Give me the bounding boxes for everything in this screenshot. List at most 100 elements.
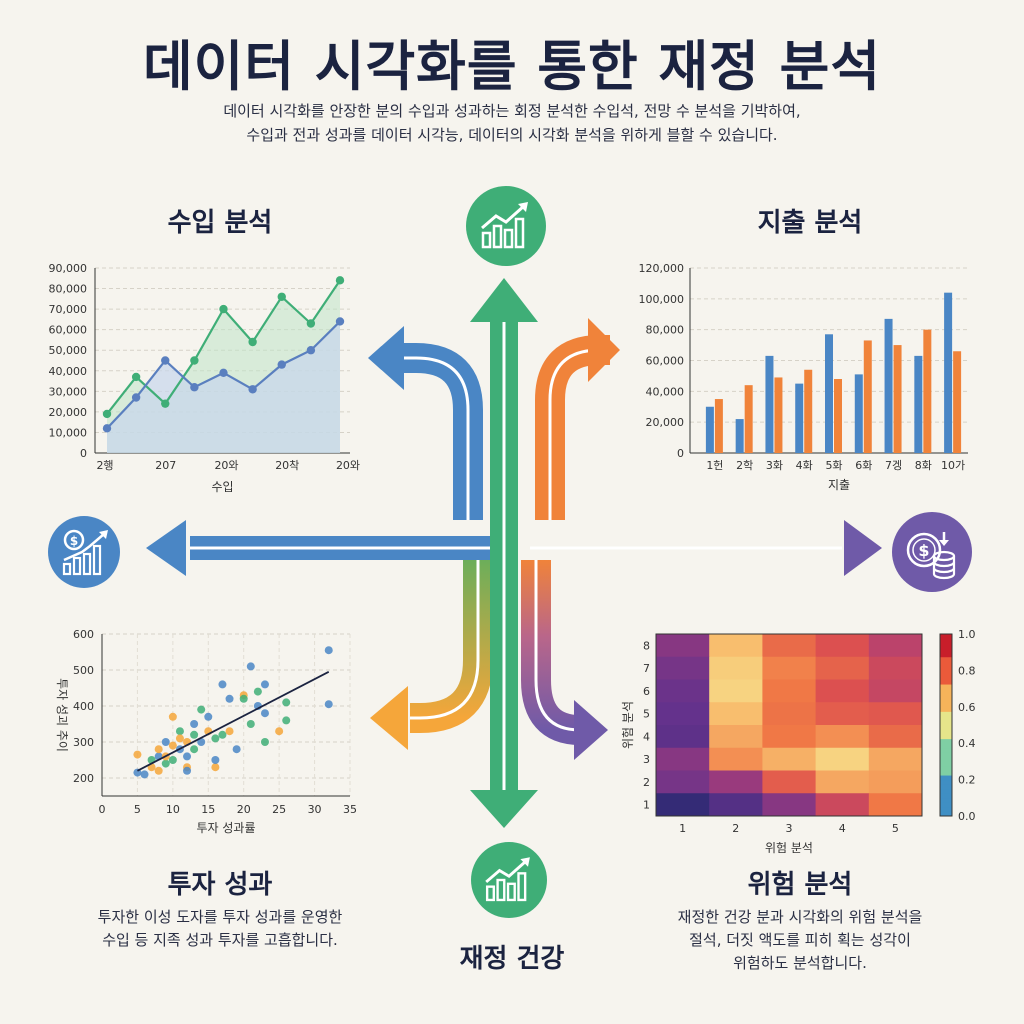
colorbar-segment: [940, 693, 952, 699]
y-tick-label: 40,000: [49, 365, 88, 378]
scatter-point: [183, 752, 192, 761]
scatter-point: [168, 756, 177, 764]
scatter-point: [218, 730, 227, 739]
bar: [893, 345, 902, 453]
x-axis-label: 수입: [211, 480, 233, 494]
scatter-point: [211, 734, 220, 743]
y-tick-label: 70,000: [49, 303, 88, 316]
heatmap-cell: [868, 793, 923, 817]
y-tick-label: 80,000: [49, 283, 88, 296]
colorbar-tick-label: 0.8: [958, 664, 976, 677]
data-point: [306, 346, 316, 355]
colorbar-segment: [940, 752, 952, 758]
investment-desc-line-2: 수입 등 지족 성과 투자를 고흡합니다.: [102, 931, 338, 949]
expense-bar-chart: 0 20,000 40,000 60,000 80,000 100,000 120,000 1…: [639, 262, 968, 492]
colorbar-tick-label: 0.6: [958, 701, 976, 714]
scatter-point: [211, 763, 220, 772]
colorbar-segment: [940, 761, 952, 767]
colorbar-segment: [940, 784, 952, 790]
bar: [825, 334, 833, 453]
subtitle-line-1: 데이터 시각화를 안장한 분의 수입과 성과하는 회정 분석한 수입석, 전망 …: [223, 102, 801, 120]
heatmap-cell: [656, 770, 710, 794]
scatter-point: [246, 662, 255, 671]
heatmap-cell: [709, 770, 763, 794]
heatmap-cell: [815, 770, 870, 794]
colorbar-segment: [940, 793, 952, 799]
scatter-point: [324, 646, 333, 655]
y-tick-label: 3: [643, 753, 650, 766]
heatmap-cell: [656, 656, 710, 680]
y-tick-label: 60,000: [49, 324, 88, 337]
x-tick-label: 5화: [825, 459, 842, 472]
x-tick-label: 4화: [796, 459, 813, 472]
y-tick-label: 40,000: [646, 385, 685, 398]
data-point: [161, 356, 170, 365]
x-tick-label: 1헌: [706, 459, 723, 472]
colorbar-segment: [940, 670, 952, 676]
colorbar-segment: [940, 647, 952, 653]
colorbar-segment: [940, 729, 952, 735]
y-tick-label: 6: [643, 685, 650, 698]
bar: [854, 374, 863, 453]
heatmap-cell: [709, 702, 763, 726]
scatter-point: [253, 687, 262, 696]
scatter-point: [218, 680, 227, 689]
colorbar-segment: [940, 638, 952, 644]
y-tick-label: 20,000: [49, 406, 88, 419]
y-tick-label: 2: [643, 776, 650, 789]
bar: [923, 329, 932, 453]
y-tick-label: 0: [677, 447, 684, 460]
bar: [953, 351, 962, 453]
scatter-point: [246, 720, 255, 728]
income-title: 수입 분석: [167, 208, 273, 238]
x-tick-label: 4: [839, 822, 846, 835]
scatter-point: [190, 745, 199, 754]
y-tick-label: 200: [73, 772, 94, 785]
risk-desc-line-3: 위험하도 분석합니다.: [733, 954, 867, 972]
trend-line: [137, 671, 330, 772]
colorbar-segment: [940, 756, 952, 762]
heatmap-cell: [656, 725, 710, 749]
x-tick-label: 3: [786, 822, 793, 835]
heatmap-cell: [815, 793, 870, 817]
scatter-point: [225, 694, 234, 703]
heatmap-cell: [709, 793, 763, 817]
scatter-point: [175, 727, 184, 736]
data-point: [335, 276, 345, 285]
colorbar-segment: [940, 697, 952, 703]
colorbar-segment: [940, 743, 952, 749]
heatmap-cell: [868, 634, 923, 658]
data-point: [248, 337, 257, 347]
data-point: [190, 383, 199, 392]
y-tick-label: 7: [643, 662, 650, 675]
x-tick-label: 25: [272, 803, 286, 816]
colorbar-segment: [940, 643, 952, 649]
scatter-point: [239, 694, 248, 703]
colorbar-segment: [940, 702, 952, 708]
heatmap-cell: [868, 702, 923, 726]
y-tick-label: 30,000: [49, 385, 88, 398]
data-point: [190, 356, 199, 365]
x-axis-label: 투자 성과률: [196, 821, 255, 835]
heatmap-cell: [868, 656, 923, 680]
y-tick-label: 50,000: [49, 344, 88, 357]
colorbar-frame: [939, 633, 953, 817]
heatmap-cell: [709, 634, 763, 658]
scatter-point: [282, 716, 291, 725]
y-tick-label: 100,000: [639, 293, 685, 306]
colorbar-segment: [940, 775, 952, 781]
colorbar-segment: [940, 688, 952, 694]
scatter-point: [183, 766, 192, 775]
y-tick-label: 300: [73, 736, 94, 749]
colorbar-segment: [940, 770, 952, 776]
data-point: [131, 393, 141, 402]
page-title: 데이터 시각화를 통한 재정 분석: [142, 35, 882, 98]
colorbar-segment: [940, 715, 952, 721]
scatter-point: [260, 709, 269, 718]
colorbar-segment: [940, 679, 952, 685]
scatter-point: [133, 750, 142, 759]
heatmap-cell: [656, 702, 710, 726]
scatter-point: [168, 712, 177, 721]
heatmap-cell: [868, 725, 923, 749]
bar: [765, 355, 774, 453]
